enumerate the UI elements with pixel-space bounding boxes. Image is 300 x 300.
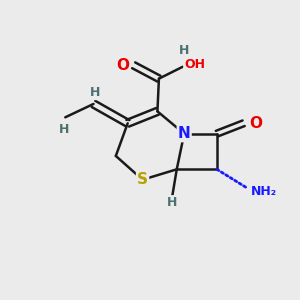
- Text: O: O: [116, 58, 129, 73]
- Text: NH₂: NH₂: [251, 185, 277, 198]
- Text: N: N: [178, 126, 190, 141]
- Text: H: H: [167, 196, 178, 209]
- Text: O: O: [249, 116, 262, 131]
- Text: S: S: [137, 172, 148, 187]
- Text: H: H: [90, 86, 100, 99]
- Text: H: H: [179, 44, 189, 57]
- Text: H: H: [58, 123, 69, 136]
- Text: OH: OH: [184, 58, 205, 71]
